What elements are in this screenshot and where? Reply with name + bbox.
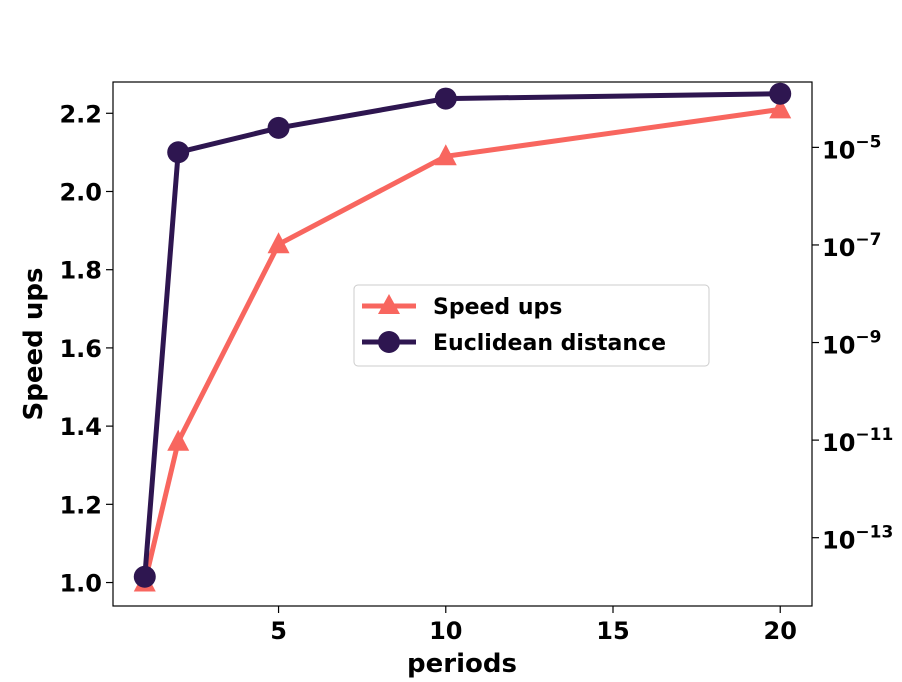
x-tick-label: 5 xyxy=(270,617,287,645)
y-tick-label: 1.6 xyxy=(59,335,102,363)
x-axis-ticks: 5 10 15 20 xyxy=(270,606,797,645)
data-point-euclidean-distance xyxy=(434,87,457,110)
data-point-euclidean-distance xyxy=(167,141,190,164)
series-layer xyxy=(133,82,792,592)
plot-frame xyxy=(112,81,813,607)
legend-label-speed-ups: Speed ups xyxy=(433,295,562,320)
legend-marker-speed-ups xyxy=(378,294,400,314)
data-point-speed-ups xyxy=(267,232,290,254)
y-tick-label: 2.0 xyxy=(59,178,102,206)
y2-tick-label: 10−5 xyxy=(822,132,881,164)
y-tick-label: 1.2 xyxy=(59,491,102,519)
legend-box xyxy=(353,284,710,367)
y2-tick-label: 10−7 xyxy=(822,230,881,262)
y-axis-label: Speed ups xyxy=(19,268,49,421)
y2-tick-label: 10−9 xyxy=(822,328,881,360)
x-tick-label: 15 xyxy=(596,617,629,645)
data-point-euclidean-distance xyxy=(267,116,290,139)
y2-tick-label: 10−11 xyxy=(822,425,893,457)
data-point-euclidean-distance xyxy=(769,82,792,105)
data-point-speed-ups xyxy=(769,97,792,119)
legend: Speed ups Euclidean distance xyxy=(353,284,710,367)
y-tick-label: 1.8 xyxy=(59,257,102,285)
y-tick-label: 1.4 xyxy=(59,413,102,441)
x-tick-label: 10 xyxy=(429,617,462,645)
y2-tick-label: 10−13 xyxy=(822,523,893,555)
data-point-speed-ups xyxy=(167,429,190,451)
legend-label-euclidean-distance: Euclidean distance xyxy=(433,331,666,356)
y-tick-label: 1.0 xyxy=(59,570,102,598)
x-axis-label: periods xyxy=(407,649,517,679)
data-point-euclidean-distance xyxy=(133,565,156,588)
legend-marker-euclidean-distance xyxy=(378,331,400,353)
data-point-speed-ups xyxy=(434,144,457,166)
y-axis-ticks: 1.0 1.2 1.4 1.6 1.8 2.0 2.2 xyxy=(59,100,113,598)
x-tick-label: 20 xyxy=(764,617,797,645)
y-tick-label: 2.2 xyxy=(59,100,102,128)
y2-axis-ticks: 10−5 10−7 10−9 10−11 10−13 xyxy=(812,132,893,555)
